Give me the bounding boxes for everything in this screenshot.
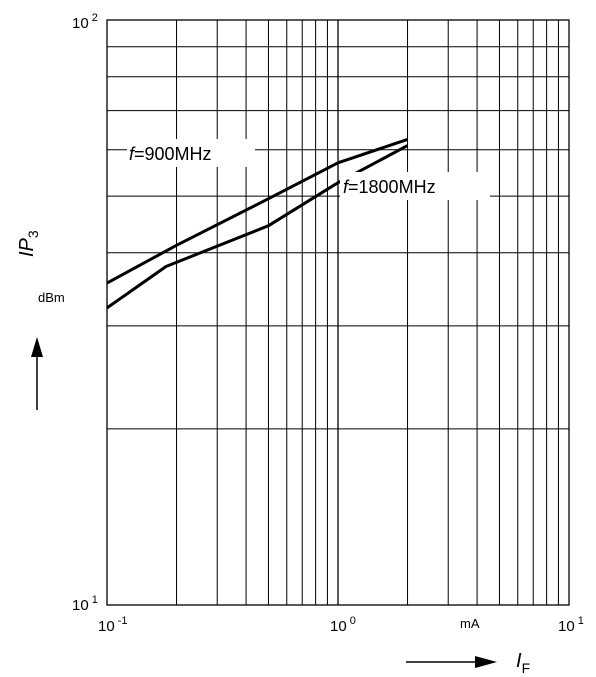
x-axis-arrowhead [475, 656, 497, 668]
plot-frame [106, 19, 570, 606]
series-label-900: f=900MHz [129, 144, 212, 164]
y-axis-title: IP3 [16, 230, 41, 257]
x-unit: mA [460, 616, 480, 631]
x-tick-left: 10 -1 [98, 615, 127, 635]
series-line-1 [106, 144, 409, 310]
series-line-0 [106, 137, 408, 285]
y-tick-top: 10 2 [72, 12, 98, 32]
x-tick-right: 10 1 [558, 615, 584, 635]
x-axis-title: IF [516, 650, 530, 676]
label-bg-1800 [340, 172, 490, 200]
y-unit: dBm [38, 290, 65, 305]
grid [107, 20, 569, 605]
series-label-1800: f=1800MHz [343, 177, 436, 197]
series-group [106, 137, 409, 310]
x-tick-middle: 10 0 [330, 615, 356, 635]
y-axis-arrowhead [31, 337, 43, 357]
label-bg-900 [127, 139, 255, 167]
y-tick-bottom: 10 1 [72, 594, 98, 614]
